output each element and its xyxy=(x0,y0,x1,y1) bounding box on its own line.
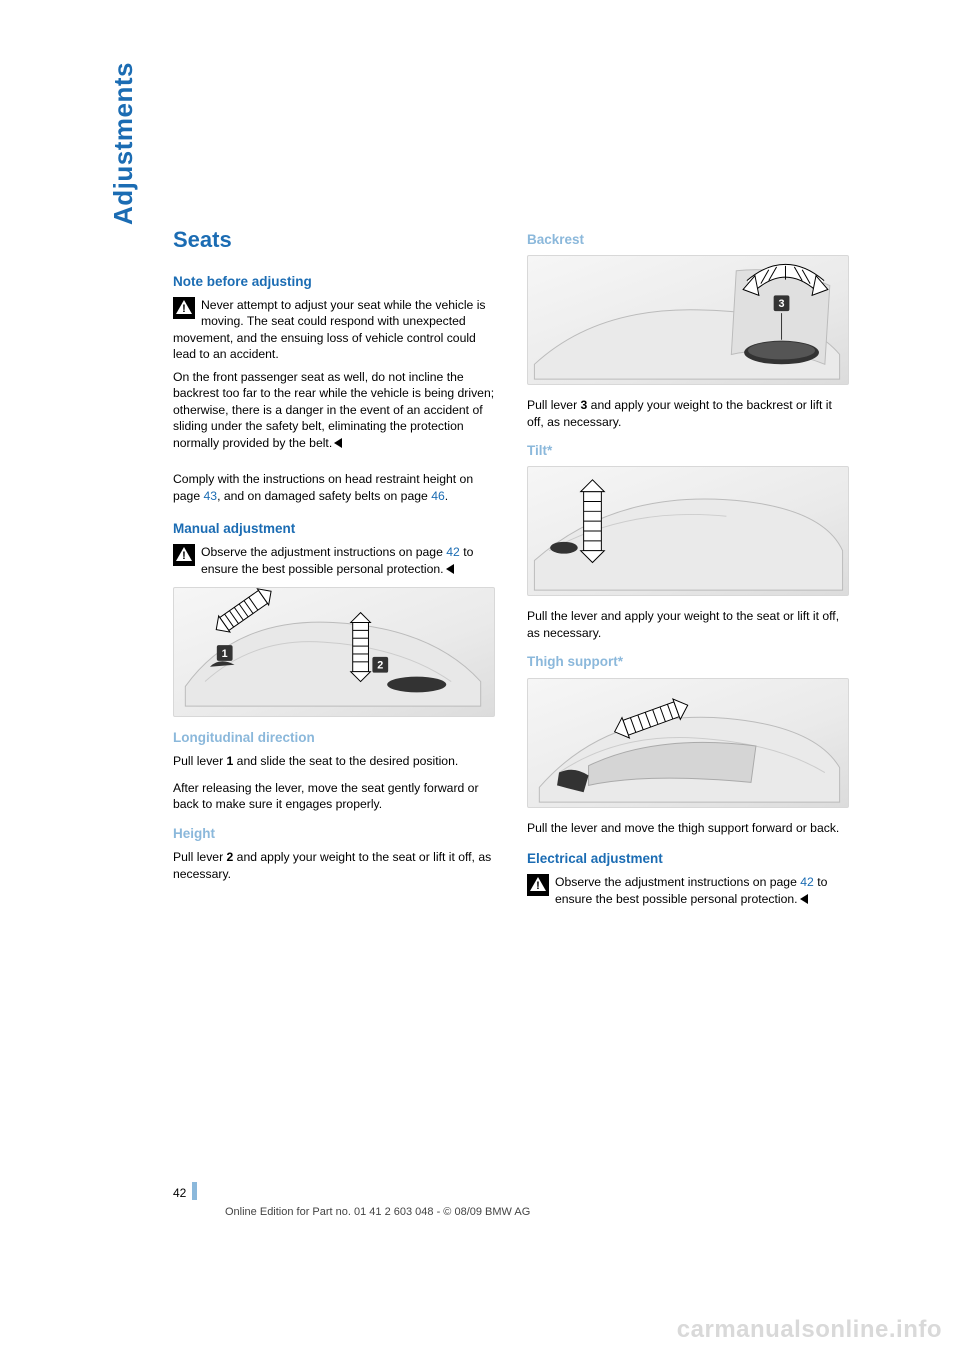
heading-thigh-support: Thigh support* xyxy=(527,653,849,671)
heading-longitudinal: Longitudinal direction xyxy=(173,729,495,747)
page-number-bar xyxy=(192,1182,197,1200)
longitudinal-text-1b: and slide the seat to the desired positi… xyxy=(233,754,458,768)
page-link-42b[interactable]: 42 xyxy=(800,875,814,889)
page-content: Seats Note before adjusting Never attemp… xyxy=(173,225,853,917)
manual-text-pre: Observe the adjustment instructions on p… xyxy=(201,545,446,559)
page-link-43[interactable]: 43 xyxy=(204,489,218,503)
comply-mid: , and on damaged safety belts on page xyxy=(217,489,431,503)
left-column: Seats Note before adjusting Never attemp… xyxy=(173,225,495,917)
electrical-text-pre: Observe the adjustment instructions on p… xyxy=(555,875,800,889)
heading-manual-adjustment: Manual adjustment xyxy=(173,520,495,538)
warning-text-1a: Never attempt to adjust your seat while … xyxy=(173,298,486,361)
thigh-para: Pull the lever and move the thigh suppor… xyxy=(527,820,849,836)
warning-icon xyxy=(527,874,549,896)
backrest-para: Pull lever 3 and apply your weight to th… xyxy=(527,397,849,430)
svg-text:3: 3 xyxy=(779,298,785,310)
warning-block-1: Never attempt to adjust your seat while … xyxy=(173,297,495,461)
page-link-42[interactable]: 42 xyxy=(446,545,460,559)
longitudinal-para-1: Pull lever 1 and slide the seat to the d… xyxy=(173,753,495,769)
watermark: carmanualsonline.info xyxy=(677,1316,942,1344)
height-text-a: Pull lever xyxy=(173,850,227,864)
warning-block-3: Observe the adjustment instructions on p… xyxy=(527,874,849,907)
svg-text:1: 1 xyxy=(222,648,228,660)
section-title: Seats xyxy=(173,225,495,255)
backrest-text-a: Pull lever xyxy=(527,398,581,412)
height-para: Pull lever 2 and apply your weight to th… xyxy=(173,849,495,882)
longitudinal-para-2: After releasing the lever, move the seat… xyxy=(173,780,495,813)
tilt-para: Pull the lever and apply your weight to … xyxy=(527,608,849,641)
heading-backrest: Backrest xyxy=(527,231,849,249)
svg-text:2: 2 xyxy=(377,660,383,672)
figure-tilt xyxy=(527,466,849,596)
heading-tilt: Tilt* xyxy=(527,442,849,460)
chapter-vertical-label: Adjustments xyxy=(108,62,139,225)
warning-block-2: Observe the adjustment instructions on p… xyxy=(173,544,495,577)
page-number: 42 xyxy=(173,1186,186,1200)
end-marker-icon xyxy=(446,564,454,574)
page-number-wrap: 42 xyxy=(173,1182,197,1200)
page-link-46[interactable]: 46 xyxy=(431,489,445,503)
heading-height: Height xyxy=(173,825,495,843)
comply-paragraph: Comply with the instructions on head res… xyxy=(173,471,495,504)
warning-icon xyxy=(173,297,195,319)
comply-post: . xyxy=(445,489,448,503)
end-marker-icon xyxy=(334,438,342,448)
heading-electrical-adjustment: Electrical adjustment xyxy=(527,850,849,868)
figure-manual-seat: 1 2 xyxy=(173,587,495,717)
warning-icon xyxy=(173,544,195,566)
figure-thigh-support xyxy=(527,678,849,808)
longitudinal-text-1a: Pull lever xyxy=(173,754,227,768)
figure-backrest: 3 xyxy=(527,255,849,385)
edition-line: Online Edition for Part no. 01 41 2 603 … xyxy=(225,1206,530,1218)
heading-note-before-adjusting: Note before adjusting xyxy=(173,273,495,291)
end-marker-icon xyxy=(800,894,808,904)
right-column: Backrest 3 xyxy=(527,225,849,917)
